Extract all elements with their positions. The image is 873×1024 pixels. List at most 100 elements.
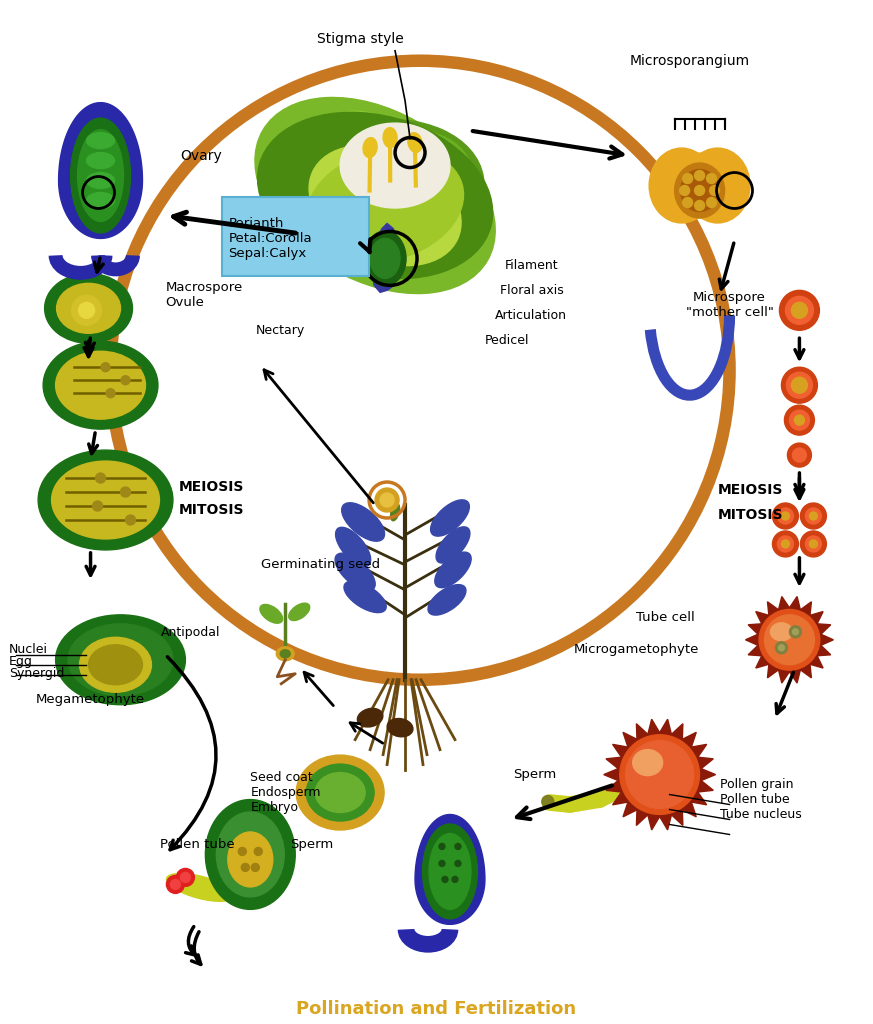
Circle shape [120,487,130,497]
Ellipse shape [383,128,397,147]
Ellipse shape [340,123,450,208]
Text: MEIOSIS: MEIOSIS [178,480,244,494]
Circle shape [801,531,827,557]
Ellipse shape [71,118,130,232]
Circle shape [106,389,115,397]
Circle shape [793,449,807,462]
Ellipse shape [388,719,413,737]
Circle shape [792,377,808,393]
Ellipse shape [43,341,158,429]
Text: Filament: Filament [505,259,559,272]
Text: Microsporangium: Microsporangium [629,53,750,68]
Ellipse shape [167,873,234,901]
Text: Stigma style: Stigma style [317,32,403,46]
Ellipse shape [430,500,470,537]
Ellipse shape [370,239,400,279]
Ellipse shape [296,755,384,830]
Circle shape [176,868,195,887]
Circle shape [251,863,259,871]
Circle shape [786,296,814,325]
Text: Embryo: Embryo [251,801,299,814]
Ellipse shape [357,709,383,727]
Ellipse shape [79,637,151,692]
Polygon shape [746,597,834,683]
Ellipse shape [86,153,114,169]
Text: Antipodal: Antipodal [161,627,220,639]
Text: Endosperm: Endosperm [251,786,320,799]
Text: Microspore
"mother cell": Microspore "mother cell" [685,292,773,319]
Text: MITOSIS: MITOSIS [718,508,783,522]
Ellipse shape [228,831,272,887]
Circle shape [93,501,102,511]
Ellipse shape [650,148,714,223]
Ellipse shape [436,526,470,563]
Text: Macrospore
Ovule: Macrospore Ovule [165,282,243,309]
Circle shape [809,540,817,548]
Circle shape [126,515,135,525]
Text: Sperm: Sperm [513,768,556,781]
Ellipse shape [429,834,471,909]
Text: Tube nucleus: Tube nucleus [719,808,801,821]
Ellipse shape [276,647,294,660]
Text: Synergid: Synergid [9,668,64,680]
Circle shape [254,848,262,855]
Circle shape [780,291,820,331]
Ellipse shape [363,137,377,158]
Circle shape [181,872,190,883]
Circle shape [806,536,821,552]
Circle shape [706,198,717,208]
Ellipse shape [289,603,310,621]
Ellipse shape [679,153,719,218]
Circle shape [72,295,101,326]
Ellipse shape [52,461,160,539]
Text: Pollen grain: Pollen grain [719,778,793,792]
Ellipse shape [38,451,173,550]
Text: Ovary: Ovary [181,148,222,163]
Circle shape [781,512,789,520]
Circle shape [775,642,787,653]
Circle shape [101,362,110,372]
Text: Pollination and Fertilization: Pollination and Fertilization [296,1000,576,1018]
Ellipse shape [335,553,375,591]
Ellipse shape [86,172,114,188]
Circle shape [455,844,461,850]
Circle shape [787,443,811,467]
Text: MITOSIS: MITOSIS [178,503,244,517]
Text: Microgametophyte: Microgametophyte [574,643,699,656]
Ellipse shape [217,812,285,897]
Ellipse shape [771,623,793,641]
Ellipse shape [86,193,114,209]
Ellipse shape [309,145,461,265]
Ellipse shape [626,740,693,809]
Circle shape [695,171,705,180]
Ellipse shape [306,764,375,821]
Ellipse shape [280,650,290,657]
Circle shape [781,368,817,403]
Circle shape [781,540,789,548]
Circle shape [679,185,690,196]
Text: Egg: Egg [9,655,32,669]
Circle shape [778,536,794,552]
Ellipse shape [45,273,133,343]
Text: Germinating seed: Germinating seed [261,558,380,571]
Ellipse shape [279,130,471,261]
Circle shape [779,645,785,651]
Ellipse shape [765,614,815,665]
Circle shape [455,860,461,866]
Text: Tube cell: Tube cell [636,611,695,625]
Circle shape [442,877,448,883]
Text: Pollen tube: Pollen tube [161,838,235,851]
Ellipse shape [408,133,423,153]
Circle shape [683,173,692,183]
Ellipse shape [205,800,295,909]
Ellipse shape [57,284,120,333]
Ellipse shape [633,750,663,775]
Circle shape [710,185,719,196]
Text: Pollen tube: Pollen tube [719,793,789,806]
Circle shape [238,848,246,855]
Circle shape [773,531,799,557]
Ellipse shape [681,170,718,212]
Circle shape [789,411,809,430]
Text: Articulation: Articulation [495,309,567,322]
Circle shape [170,880,181,890]
